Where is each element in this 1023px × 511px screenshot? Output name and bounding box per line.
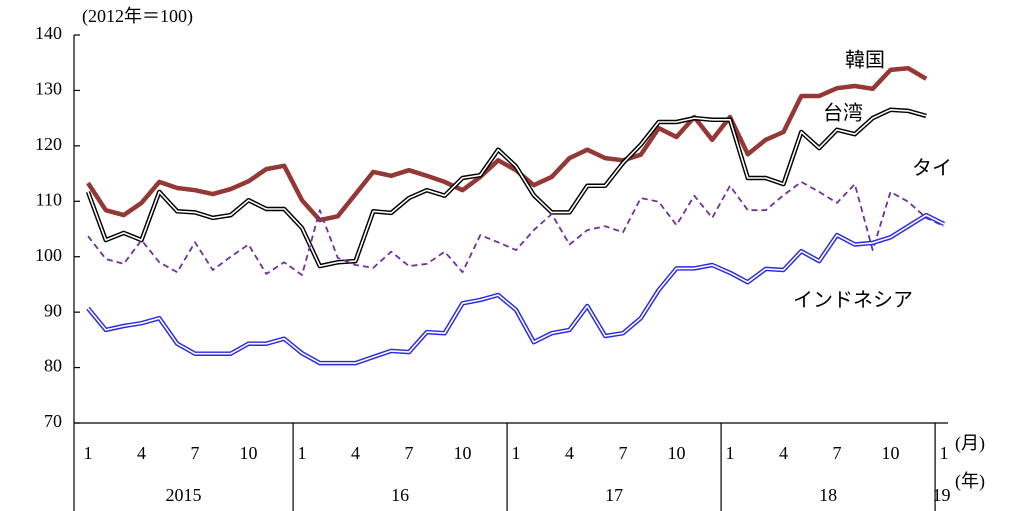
year-label: 18	[819, 485, 837, 505]
x-tick-label: 1	[726, 443, 735, 463]
x-tick-label: 1	[940, 443, 949, 463]
x-tick-label: 4	[779, 443, 788, 463]
x-tick-label: 7	[191, 443, 200, 463]
y-tick-label: 120	[35, 134, 62, 154]
x-tick-label: 4	[351, 443, 360, 463]
x-tick-label: 7	[833, 443, 842, 463]
series-label: 韓国	[845, 49, 885, 72]
y-tick-label: 80	[44, 356, 62, 376]
x-tick-label: 7	[619, 443, 628, 463]
y-tick-label: 100	[35, 245, 62, 265]
y-unit-label: (2012年＝100)	[82, 6, 193, 27]
series-line	[87, 181, 945, 276]
series-label: タイ	[912, 157, 952, 180]
x-tick-label: 4	[565, 443, 574, 463]
series-line-inner	[87, 214, 945, 364]
year-label: 17	[605, 485, 623, 505]
y-tick-label: 130	[35, 79, 62, 99]
year-label: 2015	[166, 485, 202, 505]
x-tick-label: 4	[137, 443, 146, 463]
series-label: インドネシア	[793, 290, 913, 312]
series-line-inner	[87, 109, 927, 267]
x-tick-label: 10	[454, 443, 472, 463]
x-tick-label: 10	[240, 443, 258, 463]
x-tick-label: 7	[405, 443, 414, 463]
month-unit-label: (月)	[955, 433, 985, 454]
y-tick-label: 70	[44, 411, 62, 431]
series-label: 台湾	[823, 102, 863, 125]
series-line	[86, 66, 928, 223]
year-label: 16	[391, 485, 409, 505]
x-tick-label: 1	[84, 443, 93, 463]
y-tick-label: 140	[35, 23, 62, 43]
x-tick-label: 1	[512, 443, 521, 463]
y-tick-label: 90	[44, 300, 62, 320]
x-tick-label: 10	[882, 443, 900, 463]
year-label: 19	[933, 485, 951, 505]
y-tick-label: 110	[36, 189, 62, 209]
x-tick-label: 10	[668, 443, 686, 463]
year-unit-label: (年)	[955, 471, 985, 492]
x-tick-label: 1	[298, 443, 307, 463]
